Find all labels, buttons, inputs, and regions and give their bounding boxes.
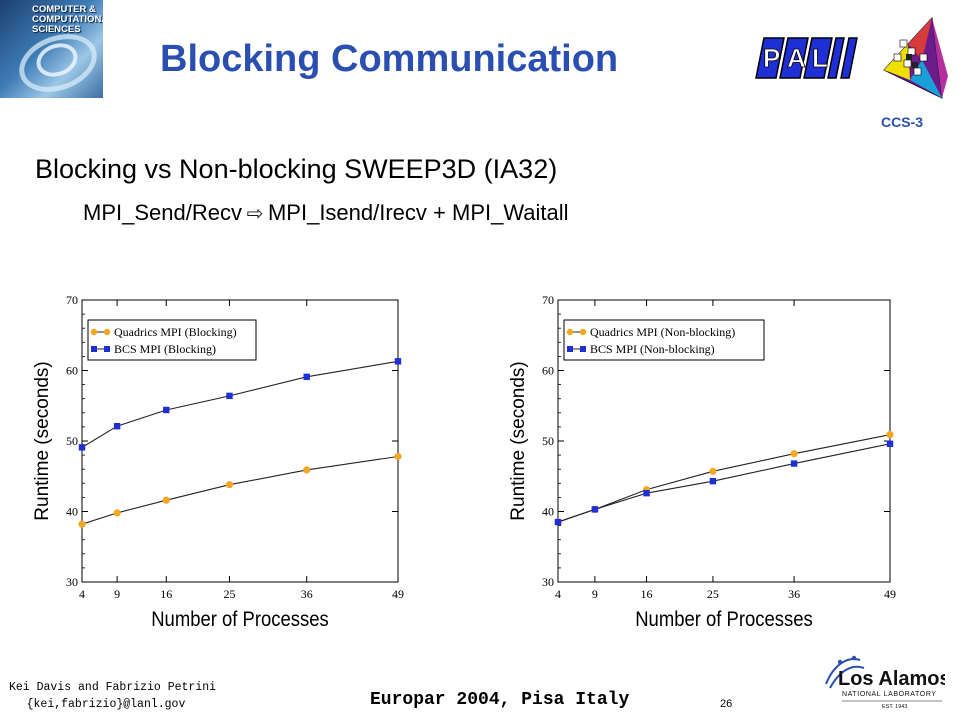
chart-blocking-series-1-point bbox=[394, 358, 402, 365]
ccs3-label: CCS-3 bbox=[881, 114, 924, 130]
chart-nonblocking-series-0-point bbox=[709, 467, 717, 475]
chart-nonblocking-legend-marker-0 bbox=[566, 328, 574, 336]
chart-nonblocking: 30 40 50 60 70 4 9 16 25 36 49 Number of Processes R… bbox=[502, 284, 902, 634]
slide-subtitle: Blocking vs Non-blocking SWEEP3D (IA32) bbox=[35, 154, 558, 184]
chart-blocking-y-tick-label: 30 bbox=[66, 575, 78, 589]
chart-blocking-x-tick-label: 49 bbox=[392, 587, 404, 601]
chart-blocking-legend-marker-0 bbox=[103, 328, 111, 336]
chart-blocking-legend-marker-0 bbox=[90, 328, 98, 336]
chart-blocking-x-tick-label: 9 bbox=[114, 587, 120, 601]
chart-blocking-x-tick-label: 4 bbox=[79, 587, 85, 601]
chart-nonblocking-series-0-point bbox=[886, 431, 894, 439]
chart-blocking-series-1-point bbox=[113, 422, 121, 430]
chart-nonblocking-legend-label-1: BCS MPI (Non-blocking) bbox=[590, 342, 715, 356]
chart-blocking: 30 40 50 60 70 4 9 16 25 36 49 Number of Processes R… bbox=[30, 284, 410, 634]
chart-nonblocking-x-tick-label: 25 bbox=[707, 587, 719, 601]
chart-nonblocking-series-1-point bbox=[643, 489, 650, 497]
conference-name: Europar 2004, Pisa Italy bbox=[370, 690, 630, 710]
lanl-subtitle: NATIONAL LABORATORY bbox=[842, 691, 937, 698]
ccs-sciences-logo: COMPUTER & COMPUTATIONAL SCIENCES bbox=[0, 0, 103, 98]
chart-blocking-legend-label-0: Quadrics MPI (Blocking) bbox=[114, 325, 237, 339]
chart-blocking-y-tick-label: 60 bbox=[66, 364, 78, 378]
chart-nonblocking-y-tick-label: 70 bbox=[542, 293, 554, 307]
lanl-emblem bbox=[825, 655, 865, 689]
chart-nonblocking-series-1-point bbox=[709, 477, 717, 485]
chart-nonblocking-x-tick-label: 4 bbox=[555, 587, 561, 601]
chart-blocking-series-0-point bbox=[303, 466, 311, 474]
logo-text-line: COMPUTER & bbox=[32, 4, 96, 15]
chart-blocking-legend-marker-1 bbox=[91, 346, 97, 352]
ccs3-pyramid-logo bbox=[883, 16, 948, 99]
chart-blocking-y-tick-label: 70 bbox=[66, 293, 78, 307]
chart-nonblocking-legend-label-0: Quadrics MPI (Non-blocking) bbox=[590, 325, 735, 339]
lanl-name: Los Alamos bbox=[838, 668, 945, 690]
pal-letter: L bbox=[812, 43, 828, 73]
author-emails: {kei,fabrizio}@lanl.gov bbox=[26, 698, 186, 711]
chart-nonblocking-y-tick-label: 50 bbox=[542, 434, 554, 448]
author-names: Kei Davis and Fabrizio Petrini bbox=[9, 681, 217, 694]
chart-nonblocking-legend-marker-1 bbox=[580, 346, 586, 352]
chart-blocking-y-tick-label: 50 bbox=[66, 434, 78, 448]
mpi-comparison-line: MPI_Send/Recv ⇨ MPI_Isend/Irecv + MPI_Wait… bbox=[83, 200, 569, 226]
pal-logo-graphic bbox=[755, 37, 858, 79]
chart-nonblocking-series-1-point bbox=[790, 460, 798, 467]
logo-text-line: COMPUTATIONAL bbox=[32, 14, 103, 25]
page-number: 26 bbox=[720, 698, 733, 710]
chart-nonblocking-legend-marker-0 bbox=[579, 328, 587, 336]
chart-nonblocking-x-tick-label: 49 bbox=[884, 587, 896, 601]
chart-nonblocking-y-tick-label: 40 bbox=[542, 505, 554, 519]
chart-blocking-series-0-point bbox=[162, 496, 170, 504]
chart-blocking-y-axis-label: Runtime (seconds) bbox=[32, 361, 53, 520]
chart-blocking-series-1-point bbox=[226, 392, 233, 400]
los-alamos-logo: Los Alamos NATIONAL LABORATORY EST. 1943 bbox=[825, 655, 945, 710]
chart-blocking-x-tick-label: 16 bbox=[160, 587, 172, 601]
chart-nonblocking-series-0-point bbox=[790, 450, 798, 458]
pal-letter: A bbox=[787, 43, 806, 73]
logo-text: COMPUTER & COMPUTATIONAL SCIENCES bbox=[32, 4, 103, 35]
chart-nonblocking-x-axis-label: Number of Processes bbox=[635, 608, 813, 631]
chart-blocking-series-line-1 bbox=[81, 360, 399, 448]
chart-blocking-series-1-point bbox=[163, 406, 170, 414]
logo-text-line: SCIENCES bbox=[32, 24, 81, 35]
chart-blocking-series-0-point bbox=[394, 452, 402, 461]
chart-nonblocking-series-line-1 bbox=[557, 443, 891, 523]
chart-blocking-series-0-point bbox=[113, 509, 121, 517]
chart-blocking-legend-label-1: BCS MPI (Blocking) bbox=[114, 342, 216, 356]
chart-blocking-y-tick-label: 40 bbox=[66, 505, 78, 519]
chart-blocking-series-0-point bbox=[78, 520, 86, 528]
chart-blocking-series-1-point bbox=[78, 444, 86, 451]
pal-logo: P A L bbox=[755, 37, 858, 79]
author-credits: Kei Davis and Fabrizio Petrini {kei,fabr… bbox=[9, 679, 217, 713]
chart-blocking-legend-box bbox=[87, 319, 257, 361]
page-title: Blocking Communication bbox=[160, 38, 619, 80]
arrow-icon: ⇨ bbox=[246, 203, 264, 225]
mpi-blocking-calls: MPI_Send/Recv bbox=[83, 200, 242, 225]
chart-nonblocking-legend-box bbox=[563, 319, 765, 361]
chart-blocking-legend-marker-1 bbox=[104, 346, 110, 352]
chart-blocking-series-line-0 bbox=[81, 455, 399, 525]
chart-nonblocking-series-1-point bbox=[554, 518, 562, 526]
chart-nonblocking-y-axis-label: Runtime (seconds) bbox=[508, 361, 529, 520]
pal-letter: P bbox=[763, 43, 780, 73]
chart-nonblocking-series-1-point bbox=[591, 506, 599, 513]
chart-nonblocking-legend-marker-1 bbox=[567, 346, 573, 352]
mpi-nonblocking-calls: MPI_Isend/Irecv + MPI_Waitall bbox=[267, 200, 569, 225]
chart-blocking-x-tick-label: 36 bbox=[301, 587, 313, 601]
chart-nonblocking-x-tick-label: 9 bbox=[592, 587, 598, 601]
chart-blocking-series-0-point bbox=[225, 481, 234, 489]
chart-blocking-x-tick-label: 25 bbox=[223, 587, 235, 601]
chart-nonblocking-series-1-point bbox=[886, 440, 894, 448]
chart-nonblocking-x-tick-label: 36 bbox=[788, 587, 800, 601]
chart-blocking-x-axis-label: Number of Processes bbox=[151, 608, 329, 631]
chart-nonblocking-y-tick-label: 30 bbox=[542, 575, 554, 589]
chart-nonblocking-x-tick-label: 16 bbox=[641, 587, 653, 601]
chart-blocking-series-1-point bbox=[303, 373, 310, 381]
chart-nonblocking-y-tick-label: 60 bbox=[542, 364, 554, 378]
lanl-established: EST. 1943 bbox=[882, 704, 907, 710]
